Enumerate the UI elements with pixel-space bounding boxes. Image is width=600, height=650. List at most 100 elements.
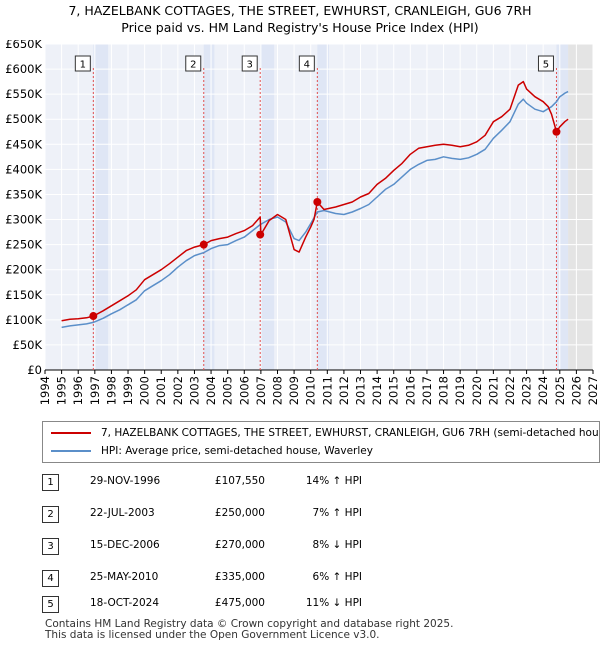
transaction-number: 2 bbox=[42, 506, 59, 523]
transaction-number: 5 bbox=[42, 596, 59, 613]
y-tick-label: £600K bbox=[5, 62, 42, 76]
x-tick-label: 2018 bbox=[437, 376, 451, 405]
x-tick-label: 2004 bbox=[204, 376, 218, 405]
shaded-period bbox=[556, 44, 569, 370]
shaded-period bbox=[317, 44, 329, 370]
transaction-date: 15-DEC-2006 bbox=[90, 539, 160, 551]
y-tick-label: £650K bbox=[5, 40, 42, 51]
y-tick-label: £550K bbox=[5, 87, 42, 101]
x-tick-label: 2015 bbox=[387, 376, 401, 405]
transaction-number: 1 bbox=[42, 474, 59, 491]
transaction-hpi: 8% ↓ HPI bbox=[312, 539, 362, 551]
x-tick-label: 2024 bbox=[536, 376, 550, 405]
hpi-line bbox=[61, 90, 569, 329]
x-tick-label: 2019 bbox=[453, 376, 467, 405]
x-tick-label: 2026 bbox=[569, 376, 583, 405]
chart-subtitle: Price paid vs. HM Land Registry's House … bbox=[121, 20, 479, 35]
price-chart: £0 £50K £100K £150K £200K £250K £300K £350K £400… bbox=[5, 40, 600, 405]
x-tick-label: 2003 bbox=[187, 376, 201, 405]
y-tick-label: £50K bbox=[13, 338, 43, 352]
x-tick-label: 2006 bbox=[237, 376, 251, 405]
x-tick-label: 2010 bbox=[304, 376, 318, 405]
transaction-date: 18-OCT-2024 bbox=[90, 597, 159, 609]
legend: 7, HAZELBANK COTTAGES, THE STREET, EWHUR… bbox=[42, 421, 600, 463]
chart-title: 7, HAZELBANK COTTAGES, THE STREET, EWHUR… bbox=[68, 3, 532, 18]
legend-label-hpi: HPI: Average price, semi-detached house,… bbox=[101, 445, 373, 457]
transaction-price: £475,000 bbox=[214, 597, 265, 609]
transaction-date: 22-JUL-2003 bbox=[90, 507, 155, 519]
x-tick-label: 2005 bbox=[221, 376, 235, 405]
transaction-price: £250,000 bbox=[214, 507, 265, 519]
transaction-price: £270,000 bbox=[214, 539, 265, 551]
transaction-price: £107,550 bbox=[214, 475, 265, 487]
y-tick-label: £150K bbox=[5, 288, 42, 302]
x-tick-label: 2011 bbox=[320, 376, 334, 405]
sale-label-box bbox=[241, 55, 258, 72]
x-tick-label: 2025 bbox=[553, 376, 567, 405]
sale-label-box bbox=[298, 55, 315, 72]
x-tick-label: 2014 bbox=[370, 376, 384, 405]
y-tick-label: £100K bbox=[5, 313, 42, 327]
sale-label-box bbox=[74, 55, 91, 72]
x-tick-label: 2013 bbox=[354, 376, 368, 405]
sale-label-box bbox=[185, 55, 202, 72]
x-tick-label: 2001 bbox=[154, 376, 168, 405]
legend-swatch-property bbox=[51, 432, 91, 434]
y-tick-label: £450K bbox=[5, 137, 42, 151]
y-tick-label: £300K bbox=[5, 213, 42, 227]
x-tick-label: 1996 bbox=[71, 376, 85, 405]
sale-label: 4 bbox=[304, 60, 310, 71]
x-tick-label: 2023 bbox=[520, 376, 534, 405]
sale-label-box bbox=[537, 55, 554, 72]
y-tick-label: £250K bbox=[5, 238, 42, 252]
x-tick-label: 2007 bbox=[254, 376, 268, 405]
legend-item-property: 7, HAZELBANK COTTAGES, THE STREET, EWHUR… bbox=[51, 425, 600, 441]
transaction-hpi: 6% ↑ HPI bbox=[312, 571, 362, 583]
x-tick-label: 2017 bbox=[420, 376, 434, 405]
x-tick-label: 1998 bbox=[104, 376, 118, 405]
x-tick-label: 2002 bbox=[171, 376, 185, 405]
legend-label-property: 7, HAZELBANK COTTAGES, THE STREET, EWHUR… bbox=[101, 427, 600, 439]
y-tick-label: £500K bbox=[5, 112, 42, 126]
sale-point bbox=[89, 312, 98, 321]
y-tick-label: £400K bbox=[5, 162, 42, 176]
sale-point bbox=[256, 230, 265, 239]
transaction-number: 4 bbox=[42, 570, 59, 587]
table-row: 1 29-NOV-1996 £107,550 14% ↑ HPI bbox=[42, 474, 522, 492]
footer: Contains HM Land Registry data © Crown c… bbox=[45, 619, 453, 641]
y-tick-label: £350K bbox=[5, 187, 42, 201]
x-tick-label: 1999 bbox=[121, 376, 135, 405]
sale-label: 2 bbox=[190, 60, 196, 71]
x-tick-label: 2027 bbox=[586, 376, 600, 405]
transaction-date: 29-NOV-1996 bbox=[90, 475, 161, 487]
footer-license: This data is licensed under the Open Gov… bbox=[45, 629, 380, 641]
y-tick-label: £0 bbox=[27, 363, 42, 377]
sale-label: 5 bbox=[543, 60, 549, 71]
shaded-period bbox=[260, 44, 275, 370]
x-tick-label: 2008 bbox=[270, 376, 284, 405]
transaction-date: 25-MAY-2010 bbox=[90, 571, 159, 583]
shaded-period bbox=[93, 44, 109, 370]
table-row: 2 22-JUL-2003 £250,000 7% ↑ HPI bbox=[42, 506, 522, 524]
y-tick-label: £200K bbox=[5, 263, 42, 277]
transaction-price: £335,000 bbox=[214, 571, 265, 583]
x-tick-label: 2009 bbox=[287, 376, 301, 405]
shaded-period bbox=[203, 44, 215, 370]
sale-label: 1 bbox=[80, 60, 86, 71]
transaction-hpi: 7% ↑ HPI bbox=[312, 507, 362, 519]
x-tick-label: 1995 bbox=[55, 376, 69, 405]
sale-point bbox=[552, 127, 561, 136]
x-tick-label: 1994 bbox=[38, 376, 52, 405]
table-row: 4 25-MAY-2010 £335,000 6% ↑ HPI bbox=[42, 570, 522, 588]
future-region bbox=[568, 44, 593, 370]
x-tick-label: 2000 bbox=[138, 376, 152, 405]
table-row: 5 18-OCT-2024 £475,000 11% ↓ HPI bbox=[42, 596, 522, 614]
sale-label: 3 bbox=[247, 60, 253, 71]
x-tick-label: 2022 bbox=[503, 376, 517, 405]
legend-item-hpi: HPI: Average price, semi-detached house,… bbox=[51, 443, 373, 459]
legend-swatch-hpi bbox=[51, 450, 91, 452]
sale-point bbox=[199, 240, 208, 249]
transaction-hpi: 14% ↑ HPI bbox=[305, 475, 362, 487]
x-tick-label: 2021 bbox=[486, 376, 500, 405]
x-tick-label: 2012 bbox=[337, 376, 351, 405]
